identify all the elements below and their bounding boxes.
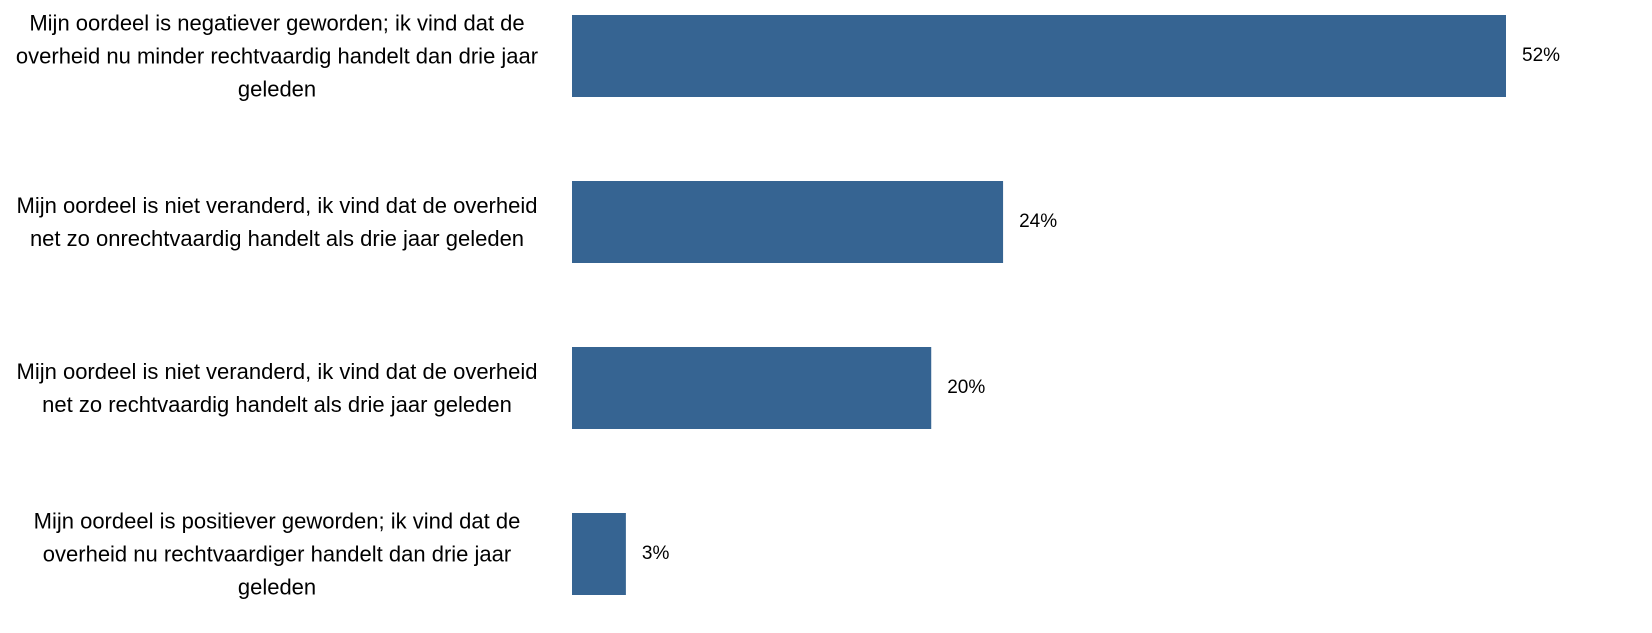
category-label: Mijn oordeel is negatiever geworden; ik …: [15, 10, 539, 102]
category-label: Mijn oordeel is niet veranderd, ik vind …: [16, 193, 538, 251]
bar: [572, 181, 1004, 263]
category-label: Mijn oordeel is positiever geworden; ik …: [33, 508, 521, 600]
value-label: 3%: [642, 543, 670, 564]
value-label: 20%: [947, 377, 985, 398]
value-label: 52%: [1522, 45, 1560, 66]
bar: [572, 513, 626, 595]
value-label: 24%: [1019, 211, 1057, 232]
bar: [572, 15, 1506, 97]
bar: [572, 347, 932, 429]
category-label: Mijn oordeel is niet veranderd, ik vind …: [16, 359, 538, 417]
